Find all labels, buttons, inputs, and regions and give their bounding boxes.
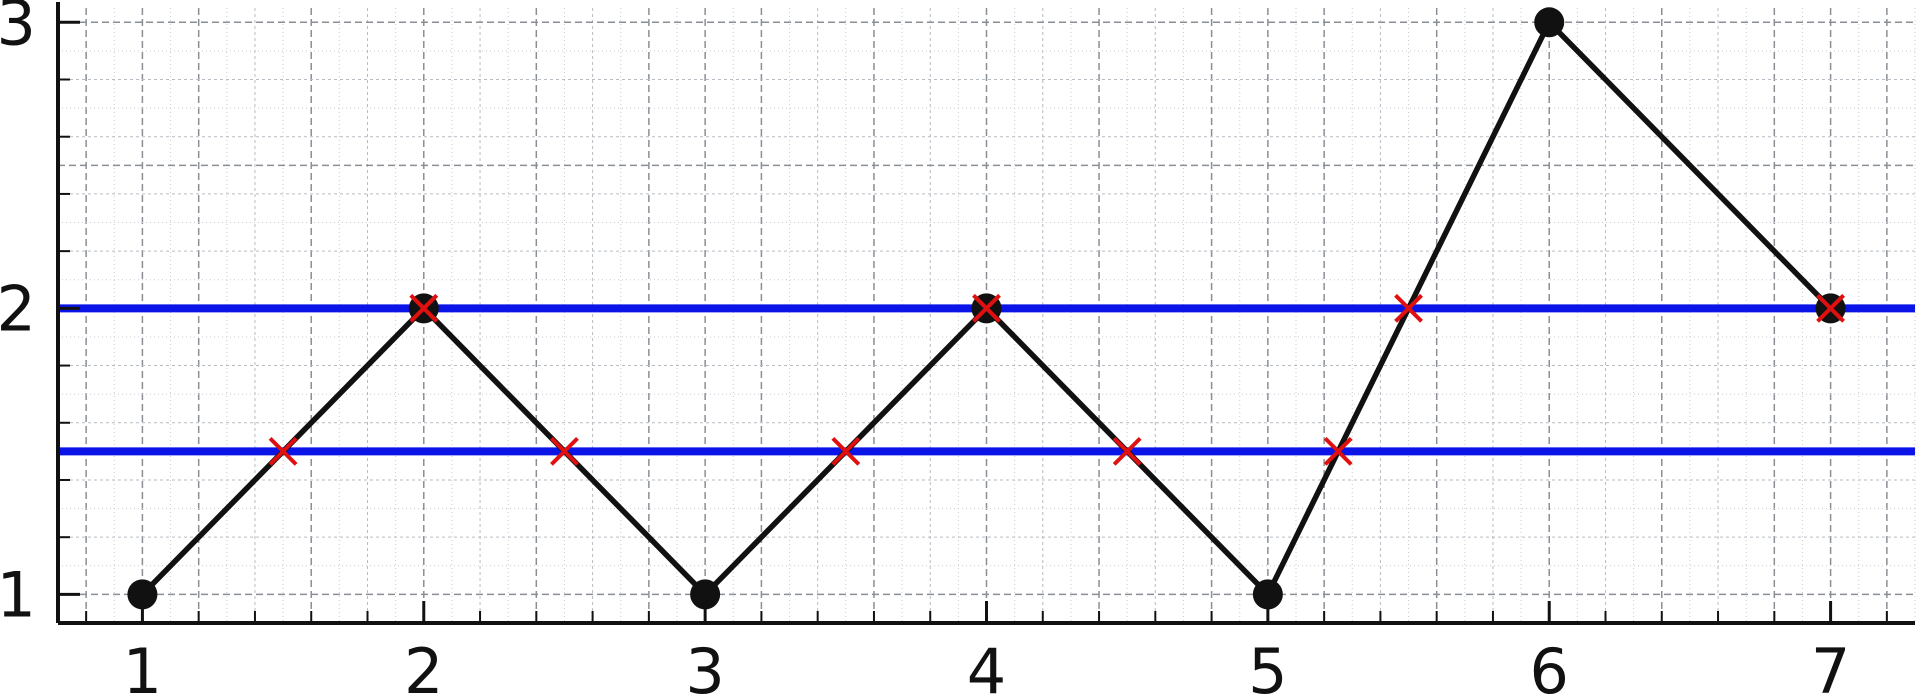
crossing-stroke (550, 436, 579, 466)
crossing-point (972, 293, 1001, 323)
crossing-stroke (1816, 293, 1846, 323)
crossing-stroke (1394, 293, 1423, 323)
data-point (127, 579, 158, 610)
x-tick-label: 2 (404, 635, 443, 695)
y-tick-label: 1 (0, 558, 36, 631)
x-tick-label: 7 (1811, 635, 1850, 695)
x-tick-label: 4 (967, 635, 1006, 695)
data-point (1534, 7, 1565, 38)
data-point (1252, 579, 1283, 610)
tick-labels: 1 2 3 4 5 6 7 1 2 3 (0, 0, 1850, 695)
crossing-point (409, 293, 439, 323)
crossing-stroke (268, 436, 298, 466)
x-tick-label: 1 (123, 635, 162, 695)
x-tick-label: 5 (1248, 635, 1287, 695)
crossing-markers (268, 293, 1846, 466)
crossing-point (550, 436, 579, 466)
data-point (690, 579, 721, 610)
crossing-point (1816, 293, 1846, 323)
x-tick-label: 3 (685, 635, 724, 695)
crossing-point (1112, 436, 1142, 466)
crossing-stroke (409, 293, 439, 323)
crossing-point (831, 436, 861, 466)
crossing-point (1394, 293, 1423, 323)
crossing-point (1323, 436, 1353, 466)
y-tick-label: 3 (0, 0, 36, 59)
crossing-stroke (1323, 436, 1353, 466)
crossing-stroke (1112, 436, 1142, 466)
y-tick-label: 2 (0, 272, 36, 345)
x-tick-label: 6 (1530, 635, 1569, 695)
axes (56, 2, 1915, 625)
crossing-stroke (972, 293, 1001, 323)
crossing-point (268, 436, 298, 466)
crossing-stroke (831, 436, 861, 466)
